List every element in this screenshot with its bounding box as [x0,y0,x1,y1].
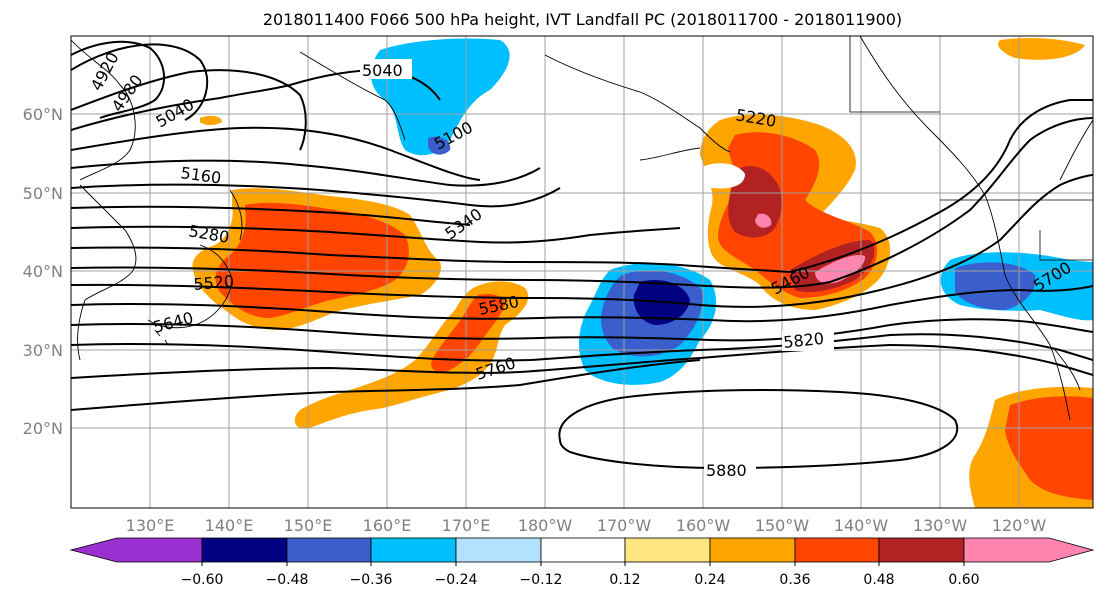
lon-label: 170°E [442,516,491,535]
lon-label: 140°E [205,516,254,535]
positive-ivt-region [1005,396,1093,500]
ivt-gap-region [698,163,745,189]
colorbar-tick-label: 0.36 [779,572,810,588]
gridlines [71,36,1093,508]
colorbar-tick-label: 0.48 [863,572,894,588]
positive-ivt-region [815,254,866,284]
lat-label: 50°N [23,184,63,203]
longitude-labels: 130°E 140°E 150°E 160°E 170°E 180°W 170°… [126,516,1047,535]
positive-ivt-region [200,115,222,125]
colorbar-tick-label: −0.12 [520,572,563,588]
colorbar-segment [963,537,1095,563]
height-contours [71,40,1093,470]
colorbar-segment [878,537,965,563]
contour-label: 5040 [362,61,403,80]
lon-label: 140°W [834,516,889,535]
lat-label: 20°N [23,419,63,438]
contour-label: 5880 [706,461,747,480]
latitude-labels: 60°N 50°N 40°N 30°N 20°N [23,105,63,438]
lat-label: 30°N [23,341,63,360]
negative-ivt-region [428,136,451,155]
political-borders [849,36,1093,261]
colorbar-tick-label: −0.36 [350,572,393,588]
colorbar-tick-labels: −0.60 −0.48 −0.36 −0.24 −0.12 0.12 0.24 … [181,572,980,588]
colorbar-segment [201,537,288,563]
colorbar-ticks [201,562,965,566]
lon-label: 160°W [676,516,731,535]
colorbar [69,537,1095,563]
lon-label: 160°E [363,516,412,535]
map-frame [70,35,1094,509]
lat-label: 40°N [23,262,63,281]
colorbar-segment [455,537,542,563]
lon-label: 180°W [518,516,573,535]
colorbar-tick-label: −0.60 [181,572,224,588]
colorbar-tick-label: −0.48 [266,572,309,588]
colorbar-tick-label: 0.12 [609,572,640,588]
positive-ivt-region [998,37,1085,60]
lon-label: 130°W [913,516,968,535]
lon-label: 170°W [597,516,652,535]
colorbar-tick-label: 0.24 [694,572,725,588]
lat-label: 60°N [23,105,63,124]
lon-label: 130°E [126,516,175,535]
positive-ivt-region [755,213,772,228]
map-title: 2018011400 F066 500 hPa height, IVT Land… [262,10,903,29]
contour-label: 5520 [193,272,235,294]
colorbar-segment [794,537,880,563]
colorbar-tick-label: −0.24 [435,572,478,588]
ivt-shading [192,37,1093,508]
positive-ivt-region [431,294,505,372]
colorbar-segment [286,537,372,563]
lon-label: 150°W [755,516,810,535]
colorbar-segment [69,537,203,563]
lon-label: 150°E [284,516,333,535]
colorbar-segment [370,537,457,563]
colorbar-segment [624,537,711,563]
contour-label: 5820 [782,329,824,352]
colorbar-tick-label: 0.60 [948,572,979,588]
lon-label: 120°W [992,516,1047,535]
colorbar-segment [709,537,796,563]
coastlines [71,36,1093,421]
colorbar-segment [540,537,626,563]
negative-ivt-region [955,262,1036,310]
